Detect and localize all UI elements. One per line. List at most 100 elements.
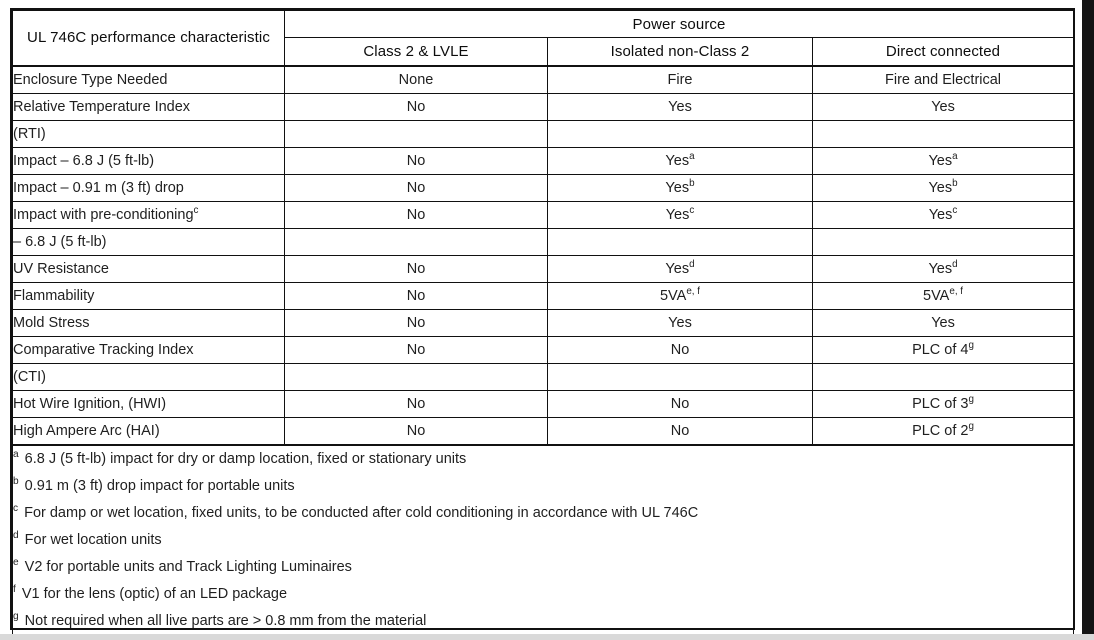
footnote-marker: c [193,205,199,217]
table-row: Enclosure Type Needed None Fire Fire and El… [12,65,1075,94]
cell-direct [811,120,1075,148]
cell-class2: No [284,174,548,202]
footnote-mark: b [13,476,19,488]
row-label: (CTI) [12,363,285,391]
row-label: Flammability [12,282,285,310]
cell-class2: No [284,255,548,283]
footnote-marker: g [968,394,974,406]
footnote-mark: f [13,584,16,596]
table-frame: UL 746C performance characteristic Power… [10,8,1075,636]
header-row-sub: Class 2 & LVLE Isolated non-Class 2 Dire… [13,37,1075,67]
cell-class2 [284,363,548,391]
table-row: Mold Stress No Yes Yes [12,309,1075,337]
footnote-marker: b [952,178,958,190]
scan-edge-bottom [0,634,1094,640]
table-row: Impact – 0.91 m (3 ft) drop No Yesb Yesb [12,174,1075,202]
cell-direct: Fire and Electrical [811,65,1075,94]
cell-direct: Yesc [811,201,1075,229]
header-col-direct: Direct connected [811,37,1075,67]
header-row-top: UL 746C performance characteristic Power… [12,9,1075,67]
footnote-mark: a [13,449,19,461]
table-row: Impact – 6.8 J (5 ft-lb) No Yesa Yesa [12,147,1075,175]
scan-edge-right [1082,0,1094,640]
row-label: Impact with pre-conditioningc [12,201,285,229]
cell-direct: PLC of 4g [811,336,1075,364]
footnote-mark: c [13,503,19,515]
cell-class2: No [284,201,548,229]
header-characteristic: UL 746C performance characteristic [12,10,285,67]
footnote-marker: d [952,259,958,271]
footnote-mark: d [13,530,19,542]
cell-direct: Yesd [811,255,1075,283]
cell-class2: No [284,93,548,121]
header-col-class2: Class 2 & LVLE [284,37,548,67]
table-row: Relative Temperature Index No Yes Yes [12,93,1075,121]
row-label: Relative Temperature Index [12,93,285,121]
row-label: Hot Wire Ignition, (HWI) [12,390,285,418]
cell-isolated [547,120,813,148]
cell-isolated: 5VAe, f [547,282,813,310]
footnote: d For wet location units [13,530,162,548]
cell-class2: No [284,147,548,175]
cell-isolated [547,363,813,391]
table-row: (RTI) [12,120,1075,148]
table-row: (CTI) [12,363,1075,391]
cell-class2: No [284,417,548,446]
row-label: Comparative Tracking Index [12,336,285,364]
cell-isolated: No [547,336,813,364]
cell-isolated: Fire [547,65,813,94]
cell-direct: Yesb [811,174,1075,202]
cell-direct [811,363,1075,391]
cell-class2: No [284,282,548,310]
row-label: Impact – 0.91 m (3 ft) drop [12,174,285,202]
cell-class2: None [284,65,548,94]
footnote: e V2 for portable units and Track Lighti… [13,557,352,575]
footnote: c For damp or wet location, fixed units,… [13,503,699,521]
table-row: UV Resistance No Yesd Yesd [12,255,1075,283]
table-row: Flammability No 5VAe, f 5VAe, f [12,282,1075,310]
row-label: (RTI) [12,120,285,148]
footnote-marker: c [952,205,958,217]
cell-isolated: Yesc [547,201,813,229]
footnote-marker: b [689,178,695,190]
table-row: Comparative Tracking Index No No PLC of 4g [12,336,1075,364]
row-label: High Ampere Arc (HAI) [12,417,285,446]
cell-isolated: Yes [547,93,813,121]
footnote: b 0.91 m (3 ft) drop impact for portable… [13,476,295,494]
cell-direct: PLC of 3g [811,390,1075,418]
table-row: Impact with pre-conditioningc No Yesc Yesc [12,201,1075,229]
cell-isolated: Yesd [547,255,813,283]
cell-direct: Yes [811,93,1075,121]
footnote: g Not required when all live parts are >… [13,611,427,629]
footnote-marker: g [968,421,974,433]
cell-class2 [284,228,548,256]
footnotes-cell: a 6.8 J (5 ft-lb) impact for dry or damp… [11,444,1075,636]
table-row: – 6.8 J (5 ft-lb) [12,228,1075,256]
row-label: Enclosure Type Needed [12,65,285,94]
footnote: a 6.8 J (5 ft-lb) impact for dry or damp… [13,449,467,467]
cell-direct: 5VAe, f [811,282,1075,310]
row-label: – 6.8 J (5 ft-lb) [12,228,285,256]
cell-isolated: Yesb [547,174,813,202]
cell-class2 [284,120,548,148]
ul746c-table: UL 746C performance characteristic Power… [11,9,1075,636]
footnotes-row: a 6.8 J (5 ft-lb) impact for dry or damp… [11,444,1075,636]
footnote-mark: e [13,557,19,569]
cell-isolated: Yesa [547,147,813,175]
cell-isolated [547,228,813,256]
cell-direct: Yes [811,309,1075,337]
cell-isolated: Yes [547,309,813,337]
footnote-marker: c [689,205,695,217]
table-row: Hot Wire Ignition, (HWI) No No PLC of 3g [12,390,1075,418]
footnote-marker: a [952,151,958,163]
footnote-marker: a [689,151,695,163]
footnote-mark: g [13,611,19,623]
footnote: f V1 for the lens (optic) of an LED pack… [13,584,288,602]
cell-isolated: No [547,417,813,446]
cell-class2: No [284,390,548,418]
cell-class2: No [284,309,548,337]
footnote-marker: e, f [949,286,964,298]
table-header: UL 746C performance characteristic Power… [12,9,1075,67]
cell-direct: PLC of 2g [811,417,1075,446]
footnote-marker: g [968,340,974,352]
